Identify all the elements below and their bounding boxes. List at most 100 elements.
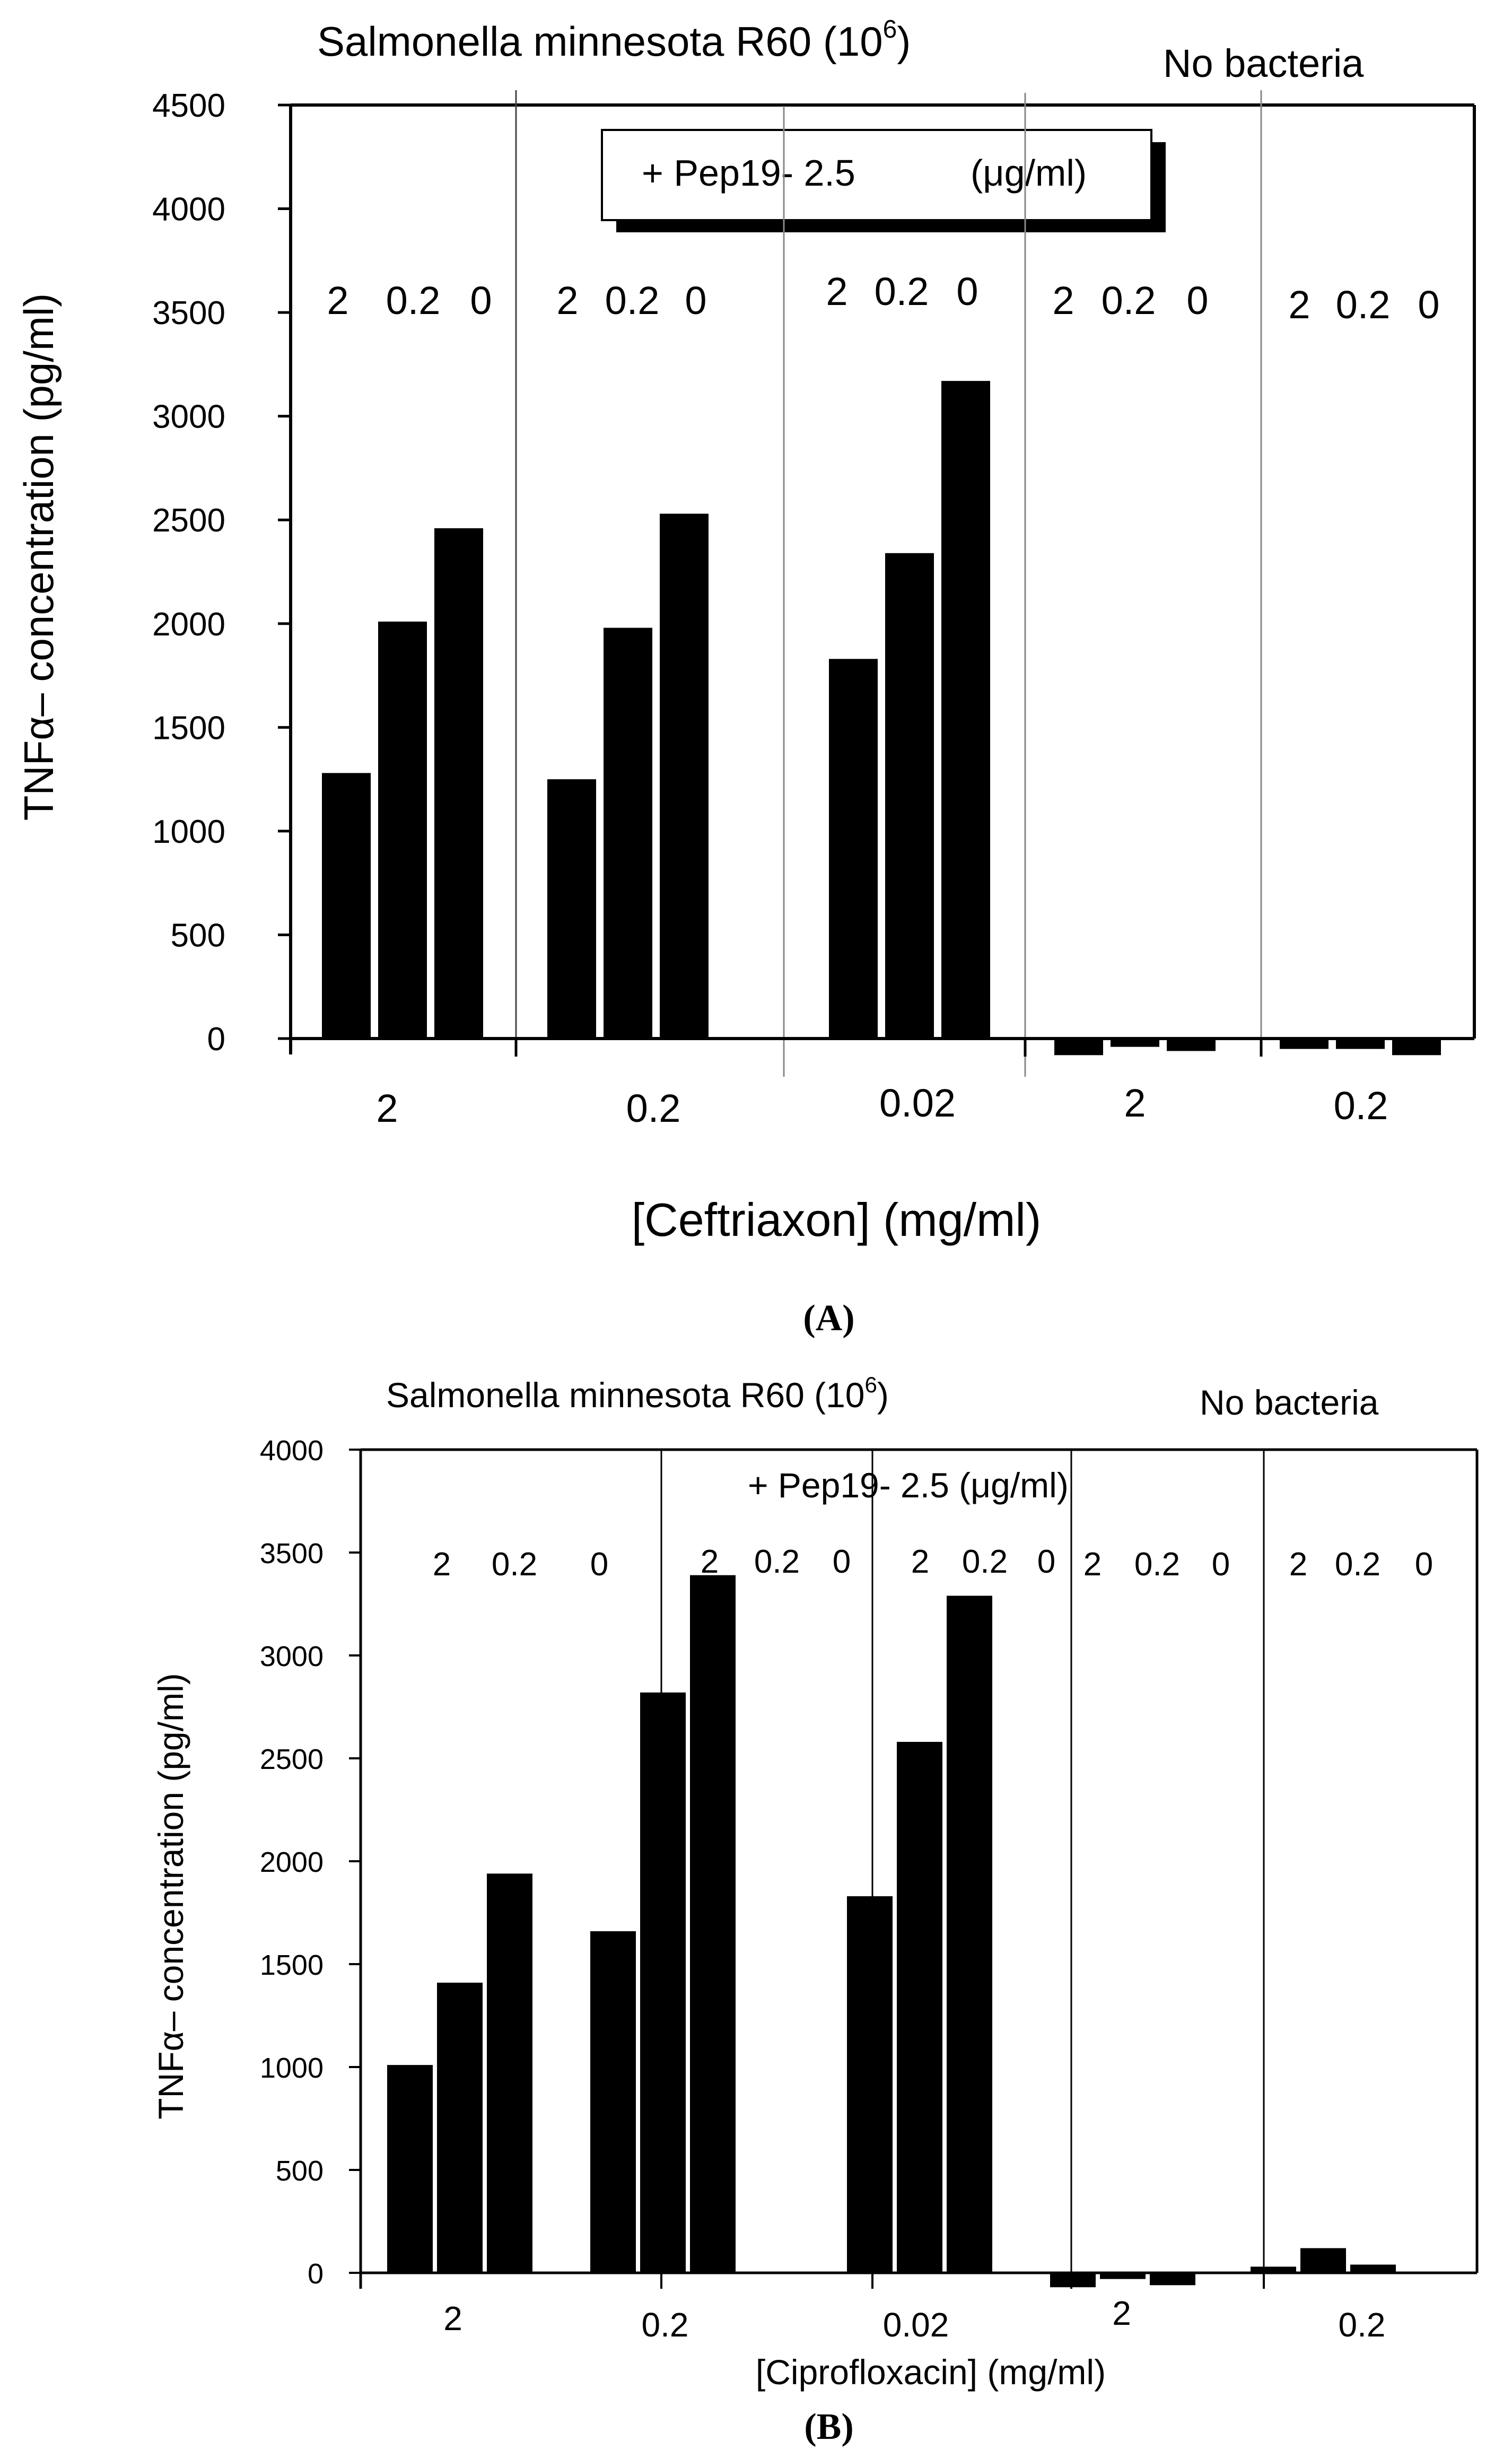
panel-a-bar-sublabel: 2 [327, 278, 348, 322]
panel-a-y-tick-label: 3500 [152, 295, 225, 332]
panel-b-bar-sublabel: 0.2 [1335, 1546, 1380, 1583]
panel-a-bar [1111, 1039, 1159, 1047]
panel-b-chart: Salmonella minnesota R60 (106) No bacter… [151, 1372, 1479, 2447]
panel-b-bar-sublabel: 2 [433, 1546, 451, 1583]
panel-a-bar-sublabel: 0.2 [875, 269, 929, 313]
panel-b-bar-sublabel: 0 [1037, 1544, 1055, 1580]
panel-b-y-axis-label: TNFα– concentration (pg/ml) [151, 1673, 190, 2119]
panel-b-bar-sublabel: 2 [911, 1544, 929, 1580]
panel-a-bar-sublabel: 0 [1418, 283, 1439, 327]
panel-a-bar [378, 621, 427, 1039]
panel-a-x-category-label: 0.2 [1334, 1084, 1388, 1128]
panel-a-x-category-label: 2 [376, 1086, 398, 1130]
panel-b-x-axis-label: [Ciprofloxacin] (mg/ml) [756, 2352, 1106, 2392]
panel-b-bar [1300, 2248, 1346, 2273]
panel-b-bar [1350, 2264, 1396, 2273]
panel-a-y-tick-label: 2500 [152, 502, 225, 539]
panel-a-y-tick-label: 4000 [152, 191, 225, 228]
panel-b-bar [847, 1896, 893, 2273]
panel-b-x-category-label: 0.2 [1339, 2306, 1386, 2344]
panel-b-bar-sublabel: 0 [833, 1544, 851, 1580]
panel-b-y-tick-label: 3500 [260, 1538, 324, 1570]
panel-a-bar-sublabel: 0 [685, 278, 706, 322]
panel-a-bar-sublabel: 0.2 [1102, 278, 1156, 322]
panel-b-y-tick-label: 4000 [260, 1435, 324, 1467]
panel-a-x-category-label: 2 [1124, 1081, 1146, 1125]
panel-a-chart: Salmonella minnesota R60 (106) No bacter… [15, 15, 1476, 1339]
panel-b-bar-sublabel: 0.2 [962, 1544, 1008, 1580]
panel-b-bar [487, 1873, 532, 2273]
panel-a-legend-unit: (μg/ml) [971, 152, 1087, 194]
panel-a-bar-sublabel: 2 [1288, 283, 1310, 327]
panel-a-bar [941, 381, 990, 1039]
panel-a-bar [1280, 1039, 1329, 1049]
panel-a-y-tick-label: 3000 [152, 399, 225, 435]
panel-b-bar-sublabel: 2 [1289, 1546, 1307, 1583]
panel-a-y-tick-label: 4500 [152, 88, 225, 124]
panel-b-bar [1050, 2273, 1096, 2288]
panel-a-bar-sublabel: 0.2 [1336, 283, 1391, 327]
panel-b-bar-sublabel: 2 [701, 1544, 719, 1580]
panel-b-bar [387, 2065, 433, 2273]
panel-a-legend: + Pep19- 2.5 (μg/ml) [601, 129, 1166, 232]
panel-a-caption: (A) [803, 1298, 854, 1339]
panel-b-y-tick-label: 1000 [260, 2052, 324, 2084]
panel-a-bar-sublabel: 0 [1186, 278, 1208, 322]
panel-a-bar [660, 513, 709, 1039]
panel-a-bar [1392, 1039, 1441, 1056]
panel-b-bar [947, 1595, 992, 2273]
panel-b-y-tick-label: 2500 [260, 1743, 324, 1775]
panel-a-bar-sublabel: 0 [956, 269, 978, 313]
panel-b-x-category-label: 0.2 [642, 2306, 689, 2344]
panel-a-bar [1167, 1039, 1216, 1051]
panel-a-y-tick-label: 2000 [152, 606, 225, 643]
panel-b-caption: (B) [804, 2407, 853, 2447]
panel-a-bar-sublabel: 2 [556, 278, 578, 322]
panel-b-y-tick-label: 1500 [260, 1949, 324, 1981]
panel-b-bar-sublabel: 0.2 [1134, 1546, 1180, 1583]
panel-a-x-category-label: 0.2 [626, 1086, 681, 1130]
panel-a-bar [1054, 1039, 1103, 1056]
panel-a-x-category-label: 0.02 [879, 1081, 956, 1125]
panel-b-y-tick-label: 500 [276, 2155, 324, 2187]
panel-a-bar-sublabel: 0.2 [386, 278, 441, 322]
panel-b-bar-sublabel: 0 [1212, 1546, 1230, 1583]
panel-a-bar-sublabel: 0.2 [605, 278, 660, 322]
panel-a-legend-text: + Pep19- 2.5 [642, 152, 855, 194]
panel-b-bar-sublabel: 0.2 [492, 1546, 537, 1583]
panel-b-y-tick-label: 3000 [260, 1641, 324, 1672]
panel-b-bar [640, 1692, 686, 2273]
panel-a-bar-sublabel: 2 [1052, 278, 1074, 322]
panel-b-bar [690, 1575, 736, 2273]
panel-b-bar-sublabel: 0 [590, 1546, 608, 1583]
panel-b-bar [590, 1931, 636, 2273]
panel-b-title: Salmonella minnesota R60 (106) [386, 1372, 889, 1415]
panel-b-x-category-label: 2 [443, 2299, 462, 2338]
panel-a-y-tick-label: 0 [207, 1021, 225, 1058]
panel-a-bar [434, 528, 483, 1039]
panel-a-bar [604, 627, 652, 1039]
panel-b-x-category-label: 2 [1112, 2294, 1131, 2332]
panel-a-bar [322, 773, 371, 1039]
panel-b-bar [897, 1741, 942, 2273]
panel-b-bar [1100, 2273, 1146, 2279]
panel-b-y-tick-label: 2000 [260, 1846, 324, 1878]
panel-b-no-bacteria-label: No bacteria [1200, 1383, 1379, 1422]
panel-a-bar-sublabel: 0 [470, 278, 492, 322]
panel-b-bar [1251, 2266, 1296, 2273]
panel-a-bar [885, 553, 934, 1039]
panel-a-bar [1336, 1039, 1385, 1049]
panel-a-bar [547, 779, 596, 1039]
panel-a-bar-sublabel: 2 [826, 269, 847, 313]
panel-b-bar [437, 1982, 483, 2273]
panel-a-y-tick-label: 500 [171, 917, 225, 954]
panel-a-y-axis-label: TNFα– concentration (pg/ml) [15, 293, 62, 821]
panel-b-y-tick-label: 0 [308, 2258, 324, 2290]
panel-a-x-axis-label: [Ceftriaxon] (mg/ml) [632, 1193, 1042, 1246]
panel-a-bar [829, 659, 878, 1039]
panel-b-bar [1150, 2273, 1195, 2286]
panel-b-bar-sublabel: 2 [1083, 1546, 1102, 1583]
